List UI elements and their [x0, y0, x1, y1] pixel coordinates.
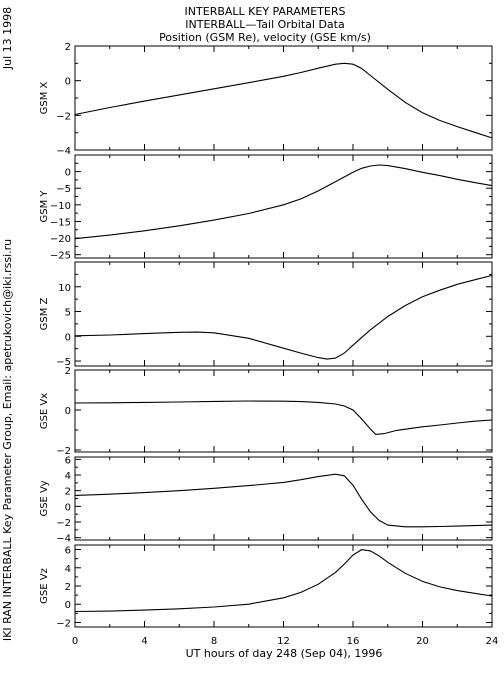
- y-tick-label: −5: [56, 357, 71, 368]
- y-tick-label: −2: [56, 518, 71, 529]
- y-tick-label: −10: [50, 201, 71, 212]
- y-axis-label: GSE Vz: [39, 568, 50, 604]
- chart-title: INTERBALL KEY PARAMETERS: [185, 5, 346, 18]
- x-tick-label: 12: [277, 636, 290, 647]
- x-tick-label: 24: [486, 636, 499, 647]
- y-tick-label: 0: [65, 406, 71, 417]
- panel-2: 0 −5 −10 −15 −20 −25 GSM Y: [39, 154, 493, 262]
- panel-frame: [74, 45, 493, 151]
- series-line: [74, 473, 493, 528]
- y-axis-label: GSM Z: [39, 297, 50, 330]
- y-tick-label: 10: [58, 283, 71, 294]
- side-credit-label: IKI RAN INTERBALL Key Parameter Group, E…: [1, 239, 14, 641]
- chart-subtitle-2: Position (GSM Re), velocity (GSE km/s): [159, 31, 371, 44]
- panel-frame: [74, 544, 493, 628]
- series-line: [74, 400, 493, 435]
- y-tick-label: 2: [65, 582, 71, 593]
- x-tick-label: 0: [72, 636, 78, 647]
- panel-frame: [74, 261, 493, 367]
- series-line: [74, 274, 493, 360]
- panel-6: 6 4 2 0 −2 GSE Vz: [39, 544, 493, 629]
- x-axis-label: UT hours of day 248 (Sep 04), 1996: [186, 647, 383, 660]
- y-tick-label: 6: [65, 546, 71, 557]
- y-tick-label: −2: [56, 446, 71, 457]
- series-line: [74, 549, 493, 613]
- panel-frame: [74, 456, 493, 541]
- y-tick-label: 4: [65, 564, 71, 575]
- y-axis-label: GSM Y: [39, 190, 50, 223]
- y-tick-label: 0: [65, 168, 71, 179]
- y-tick-label: −20: [50, 234, 71, 245]
- series-line: [74, 164, 493, 240]
- y-tick-label: −4: [56, 146, 71, 157]
- y-tick-label: −2: [56, 111, 71, 122]
- x-tick-label: 16: [347, 636, 360, 647]
- x-tick-label: 4: [141, 636, 147, 647]
- side-date-label: Jul 13 1998: [1, 7, 14, 70]
- y-tick-label: 0: [65, 502, 71, 513]
- y-tick-label: −5: [56, 184, 71, 195]
- y-axis-label: GSE Vy: [39, 480, 50, 516]
- y-axis-label: GSM X: [39, 81, 50, 114]
- panel-4: 2 0 −2 GSE Vx: [39, 366, 493, 457]
- panel-1: 2 0 −2 −4 GSM X: [39, 42, 493, 157]
- x-tick-labels: 0 4 8 12 16 20 24: [72, 636, 499, 647]
- y-tick-label: 0: [65, 600, 71, 611]
- y-tick-label: −4: [56, 534, 71, 545]
- y-tick-label: 0: [65, 77, 71, 88]
- y-tick-label: −25: [50, 251, 71, 262]
- y-axis-label: GSE Vx: [39, 393, 50, 429]
- y-tick-label: 2: [65, 42, 71, 53]
- y-tick-label: 5: [65, 308, 71, 319]
- y-tick-label: −15: [50, 217, 71, 228]
- panel-5: 6 4 2 0 −2 −4 GSE Vy: [39, 455, 493, 545]
- panel-frame: [74, 369, 493, 453]
- x-tick-label: 8: [211, 636, 217, 647]
- y-tick-label: 2: [65, 487, 71, 498]
- y-tick-label: 6: [65, 455, 71, 466]
- series-line: [74, 62, 493, 139]
- y-tick-label: −2: [56, 618, 71, 629]
- y-tick-label: 0: [65, 332, 71, 343]
- y-tick-label: 2: [65, 366, 71, 377]
- panel-3: 10 5 0 −5 GSM Z: [39, 261, 493, 368]
- panel-frame: [74, 154, 493, 259]
- y-tick-label: 4: [65, 471, 71, 482]
- chart-subtitle: INTERBALL—Tail Orbital Data: [185, 18, 344, 31]
- x-tick-label: 20: [416, 636, 429, 647]
